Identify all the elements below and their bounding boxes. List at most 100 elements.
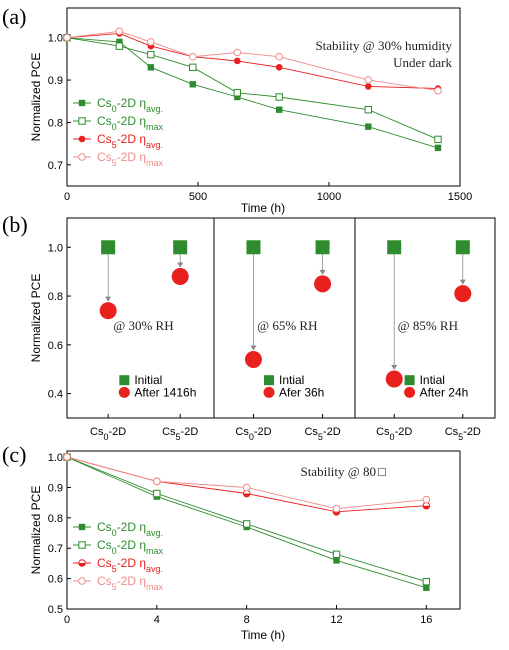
panel-x-tick-label-0: 0 <box>64 191 70 203</box>
series-0-point-6 <box>365 123 372 130</box>
panel-y-tick-label-4: 0.9 <box>48 482 63 494</box>
legend-entry-3: Cs5-2D ηmax <box>97 574 164 592</box>
initial-point-0 <box>387 240 402 255</box>
series-3-point-3 <box>188 52 197 61</box>
series-3-point-4 <box>422 495 431 504</box>
legend-after-label: After 24h <box>420 385 469 399</box>
legend-entry-base: Cs <box>97 150 112 164</box>
legend-initial-label: Initial <box>134 373 162 387</box>
series-1-point-4 <box>422 577 431 586</box>
legend-entry-tail: max <box>146 158 164 168</box>
series-0-point-4 <box>234 93 241 101</box>
series-3-point-7 <box>434 86 442 95</box>
after-point-1 <box>314 275 332 293</box>
series-1-point-1 <box>115 42 124 50</box>
legend-initial-marker <box>119 375 130 386</box>
legend-entry-0: Cs0-2D ηavg. <box>97 96 163 114</box>
panel-x-tick-label-1: 4 <box>154 614 160 626</box>
legend-entry-sub: 0 <box>112 546 117 556</box>
panel-x-tick-label-1: 500 <box>189 191 207 203</box>
category-sub: 5 <box>176 432 181 442</box>
panel-a: (a) Stability @ 30% humidity Under dark … <box>2 4 472 215</box>
legend-after-marker <box>404 386 416 398</box>
series-1-point-3 <box>332 550 341 559</box>
category-label-1: Cs5-2D <box>162 426 198 442</box>
legend-entry-2: Cs5-2D ηavg. <box>97 132 163 150</box>
series-0-point-3 <box>333 557 340 564</box>
legend-entry-sub: 0 <box>112 122 117 132</box>
initial-point-1 <box>315 240 330 255</box>
after-point-1 <box>454 285 472 303</box>
legend-entry-sub: 0 <box>112 104 117 114</box>
legend-entry-tail: max <box>146 582 164 592</box>
panel-x-tick-label-0: 0 <box>64 614 70 626</box>
panel-c-annotation: Stability @ 80 <box>300 464 376 479</box>
panel-b: (b) Normalized PCE Cs0-2D Cs5-2D@ 30% RHI… <box>2 212 496 442</box>
legend-marker-2-fill <box>78 563 86 567</box>
initial-point-0 <box>246 240 261 255</box>
legend-entry-tail: avg. <box>146 140 163 150</box>
arrow-head-1 <box>459 279 466 285</box>
y-tick-label-2: 0.8 <box>48 291 63 303</box>
legend-entry-tail: max <box>146 122 164 132</box>
panel-b-label: (b) <box>2 212 28 237</box>
series-2-point-2 <box>242 489 251 498</box>
panel-y-tick-label-2: 0.7 <box>48 543 63 555</box>
panel-x-tick-label-2: 1000 <box>317 191 341 203</box>
legend-entry-base: Cs <box>97 114 112 128</box>
legend-entry-mid: -2D η <box>117 520 146 534</box>
category-sub: 0 <box>249 432 254 442</box>
series-0-point-4 <box>423 584 430 591</box>
legend-marker-1 <box>78 541 86 549</box>
category-tail: -2D <box>109 426 127 438</box>
series-3-point-2 <box>242 483 251 492</box>
category-tail: -2D <box>395 426 413 438</box>
panel-a-x-axis-label: Time (h) <box>241 201 285 215</box>
panel-y-tick-label-3: 1.0 <box>48 33 63 45</box>
series-1-point-2 <box>147 50 155 59</box>
panel-x-tick-label-2: 8 <box>244 614 250 626</box>
panel-x-tick-label-3: 12 <box>330 614 342 626</box>
panel-y-tick-label-1: 0.6 <box>48 574 63 586</box>
legend-entry-1: Cs0-2D ηmax <box>97 538 164 556</box>
series-1-point-4 <box>233 89 242 97</box>
category-base: Cs <box>162 426 176 438</box>
series-3-point-4 <box>233 48 242 57</box>
initial-point-1 <box>455 240 470 255</box>
panel-y-tick-label-0: 0.5 <box>48 604 63 616</box>
series-0-point-2 <box>147 64 155 71</box>
series-1-point-2 <box>242 520 251 528</box>
panel-c-label: (c) <box>2 442 26 467</box>
legend-entry-mid: -2D η <box>117 132 146 146</box>
legend-marker-1 <box>78 117 86 125</box>
category-base: Cs <box>445 426 459 438</box>
panel-y-tick-label-3: 0.8 <box>48 513 63 525</box>
series-line-2 <box>66 32 439 89</box>
category-base: Cs <box>304 426 318 438</box>
arrow-head-0 <box>250 345 257 351</box>
legend-entry-base: Cs <box>97 132 112 146</box>
series-1-point-6 <box>364 106 373 114</box>
panel-c-x-axis-label: Time (h) <box>241 628 285 642</box>
after-point-1 <box>171 268 189 286</box>
legend-entry-tail: avg. <box>146 564 163 574</box>
legend-entry-sub: 5 <box>112 140 117 150</box>
legend-entry-0: Cs0-2D ηavg. <box>97 520 163 538</box>
category-label-0: Cs0-2D <box>376 426 412 442</box>
legend-marker-0 <box>78 523 86 531</box>
panel-a-label: (a) <box>2 4 26 29</box>
arrow-head-0 <box>105 296 112 302</box>
legend-entry-base: Cs <box>97 520 112 534</box>
y-tick-label-1: 0.6 <box>48 340 63 352</box>
panel-y-tick-label-5: 1.0 <box>48 452 63 464</box>
panel-c-annotation-unit-glyph: □ <box>378 464 386 479</box>
panel-a-y-axis-label: Normalized PCE <box>29 53 43 142</box>
category-sub: 5 <box>458 432 463 442</box>
legend-initial-label: Intial <box>279 373 304 387</box>
category-label-0: Cs0-2D <box>235 426 271 442</box>
category-base: Cs <box>90 426 104 438</box>
